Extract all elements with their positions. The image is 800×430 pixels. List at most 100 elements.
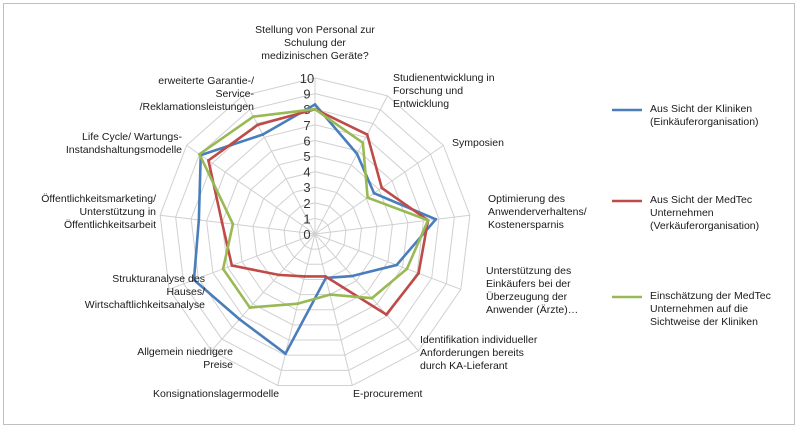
series-2-point-12 <box>251 115 255 118</box>
spoke-4 <box>314 233 462 290</box>
legend-entry-1: Aus Sicht der MedTec Unternehmen (Verkäufe… <box>650 194 759 233</box>
series-0-point-2 <box>372 191 376 195</box>
series-2-point-6 <box>328 293 332 296</box>
category-label-1: Studienentwicklung in Forschung und Entwic… <box>393 72 495 111</box>
category-label-line: Forschung und <box>393 85 464 97</box>
tick-label-4: 4 <box>303 165 310 180</box>
category-label-8: Allgemein niedrigere Preise <box>137 346 233 372</box>
grid-ring-1 <box>299 217 331 250</box>
series-1-point-6 <box>324 275 327 278</box>
series-2-point-10 <box>231 222 235 226</box>
tick-label-3: 3 <box>303 180 310 195</box>
category-label-5: Identifikation individueller Anforderunge… <box>420 334 537 373</box>
grid-ring-2 <box>283 202 347 265</box>
category-label-line: Unterstützung des <box>486 265 572 277</box>
spoke-3 <box>314 214 470 235</box>
spoke-12 <box>242 95 316 235</box>
category-label-6: E-procurement <box>353 388 422 401</box>
series-1-point-4 <box>417 271 420 275</box>
category-label-line: Unterstützung in <box>79 206 156 218</box>
category-label-7: Konsignationslagermodelle <box>153 388 279 401</box>
category-label-line: Life Cycle/ Wartungs- <box>82 131 182 143</box>
series-2-point-2 <box>366 196 370 200</box>
category-label-line: /Reklamationsleistungen <box>139 101 254 113</box>
legend-entry-line: Aus Sicht der Kliniken <box>650 103 753 115</box>
category-label-line: medizinischen Geräte? <box>261 50 369 62</box>
series-2-point-5 <box>370 296 374 300</box>
spoke-6 <box>314 233 353 386</box>
series-0-point-7 <box>284 352 287 356</box>
series-2-point-7 <box>296 302 300 306</box>
grid-ring-6 <box>221 139 409 326</box>
category-label-line: Anwender (Ärzte)… <box>486 304 579 316</box>
category-label-line: Identifikation individueller <box>420 334 538 346</box>
series-1-point-12 <box>256 123 260 127</box>
category-label-line: Preise <box>203 359 233 371</box>
series-0-point-8 <box>238 317 241 321</box>
grid-ring-10 <box>159 77 471 386</box>
grid-ring-3 <box>268 186 362 280</box>
series-0-point-10 <box>197 218 201 222</box>
series-1-point-5 <box>384 313 388 316</box>
series-0-point-0 <box>313 103 317 106</box>
category-label-line: Kostenersparnis <box>488 219 564 231</box>
legend-entry-line: Sichtweise der Kliniken <box>650 316 758 328</box>
series-2-point-1 <box>361 141 365 145</box>
tick-label-5: 5 <box>303 149 310 164</box>
tick-label-9: 9 <box>303 87 310 102</box>
series-0-point-1 <box>355 152 359 156</box>
category-label-4: Unterstützung des Einkäufers bei der Überz… <box>486 265 578 317</box>
series-0-point-3 <box>434 217 438 221</box>
category-label-line: Öffentlichkeitsarbeit <box>63 219 156 231</box>
tick-label-10: 10 <box>300 71 314 86</box>
category-label-0: Stellung von Personal zur Schulung der med… <box>215 24 415 63</box>
chart-frame <box>3 3 795 425</box>
category-label-10: Öffentlichkeitsmarketing/Unterstützung i… <box>41 193 156 232</box>
category-label-line: Anwenderverhaltens/ <box>488 206 587 218</box>
category-label-line: Hauses/ <box>166 286 205 298</box>
series-0-point-12 <box>261 133 265 136</box>
series-2-point-0 <box>313 107 317 111</box>
category-label-line: Wirtschaftlichkeitsanalyse <box>84 299 205 311</box>
series-line-2 <box>198 107 430 309</box>
category-label-line: Stellung von Personal zur <box>255 24 375 36</box>
series-1-point-11 <box>207 159 210 162</box>
legend-entry-line: (Einkäuferorganisation) <box>650 116 759 128</box>
legend-entry-2: Einschätzung der MedTec Unternehmen auf d… <box>650 290 771 329</box>
tick-label-6: 6 <box>303 133 310 148</box>
legend-entry-line: Unternehmen <box>650 207 714 219</box>
series-0-point-9 <box>192 278 196 282</box>
category-label-line: Service- <box>215 88 254 100</box>
category-label-line: Allgemein niedrigere <box>137 346 233 358</box>
series-1-point-8 <box>277 273 281 277</box>
series-2-point-11 <box>198 152 201 156</box>
category-label-line: Entwicklung <box>393 98 450 110</box>
category-label-line: Optimierung des <box>488 193 566 205</box>
category-label-2: Symposien <box>452 137 504 150</box>
category-label-line: Einkäufers bei der <box>486 278 571 290</box>
series-2-point-9 <box>221 267 225 271</box>
category-label-12: erweiterte Garantie-/Service-/Reklamatio… <box>140 75 254 114</box>
series-line-0 <box>192 103 438 355</box>
tick-label-7: 7 <box>303 118 310 133</box>
series-2-point-8 <box>248 306 252 309</box>
series-2-point-4 <box>405 267 409 271</box>
spoke-8 <box>211 233 316 352</box>
category-label-3: Optimierung des Anwenderverhaltens/Kosten… <box>488 193 587 232</box>
category-label-line: Studienentwicklung in <box>393 72 495 84</box>
series-1-point-9 <box>230 264 234 267</box>
tick-label-2: 2 <box>303 196 310 211</box>
category-label-line: Überzeugung der <box>486 291 568 303</box>
tick-label-0: 0 <box>303 227 310 242</box>
legend-entry-line: Unternehmen auf die <box>650 303 749 315</box>
category-label-9: Strukturanalyse des Hauses/Wirtschaftlich… <box>85 273 205 312</box>
series-1-point-1 <box>365 133 369 136</box>
legend-entry-line: Aus Sicht der MedTec <box>650 194 753 206</box>
series-1-point-2 <box>380 186 384 190</box>
category-label-line: Symposien <box>452 137 504 149</box>
category-label-line: Öffentlichkeitsmarketing/ <box>41 193 156 205</box>
series-line-1 <box>207 107 430 316</box>
spoke-2 <box>314 144 444 235</box>
legend-entry-0: Aus Sicht der Kliniken (Einkäuferorganisa… <box>650 103 759 129</box>
category-label-line: Anforderungen bereits <box>420 347 524 359</box>
